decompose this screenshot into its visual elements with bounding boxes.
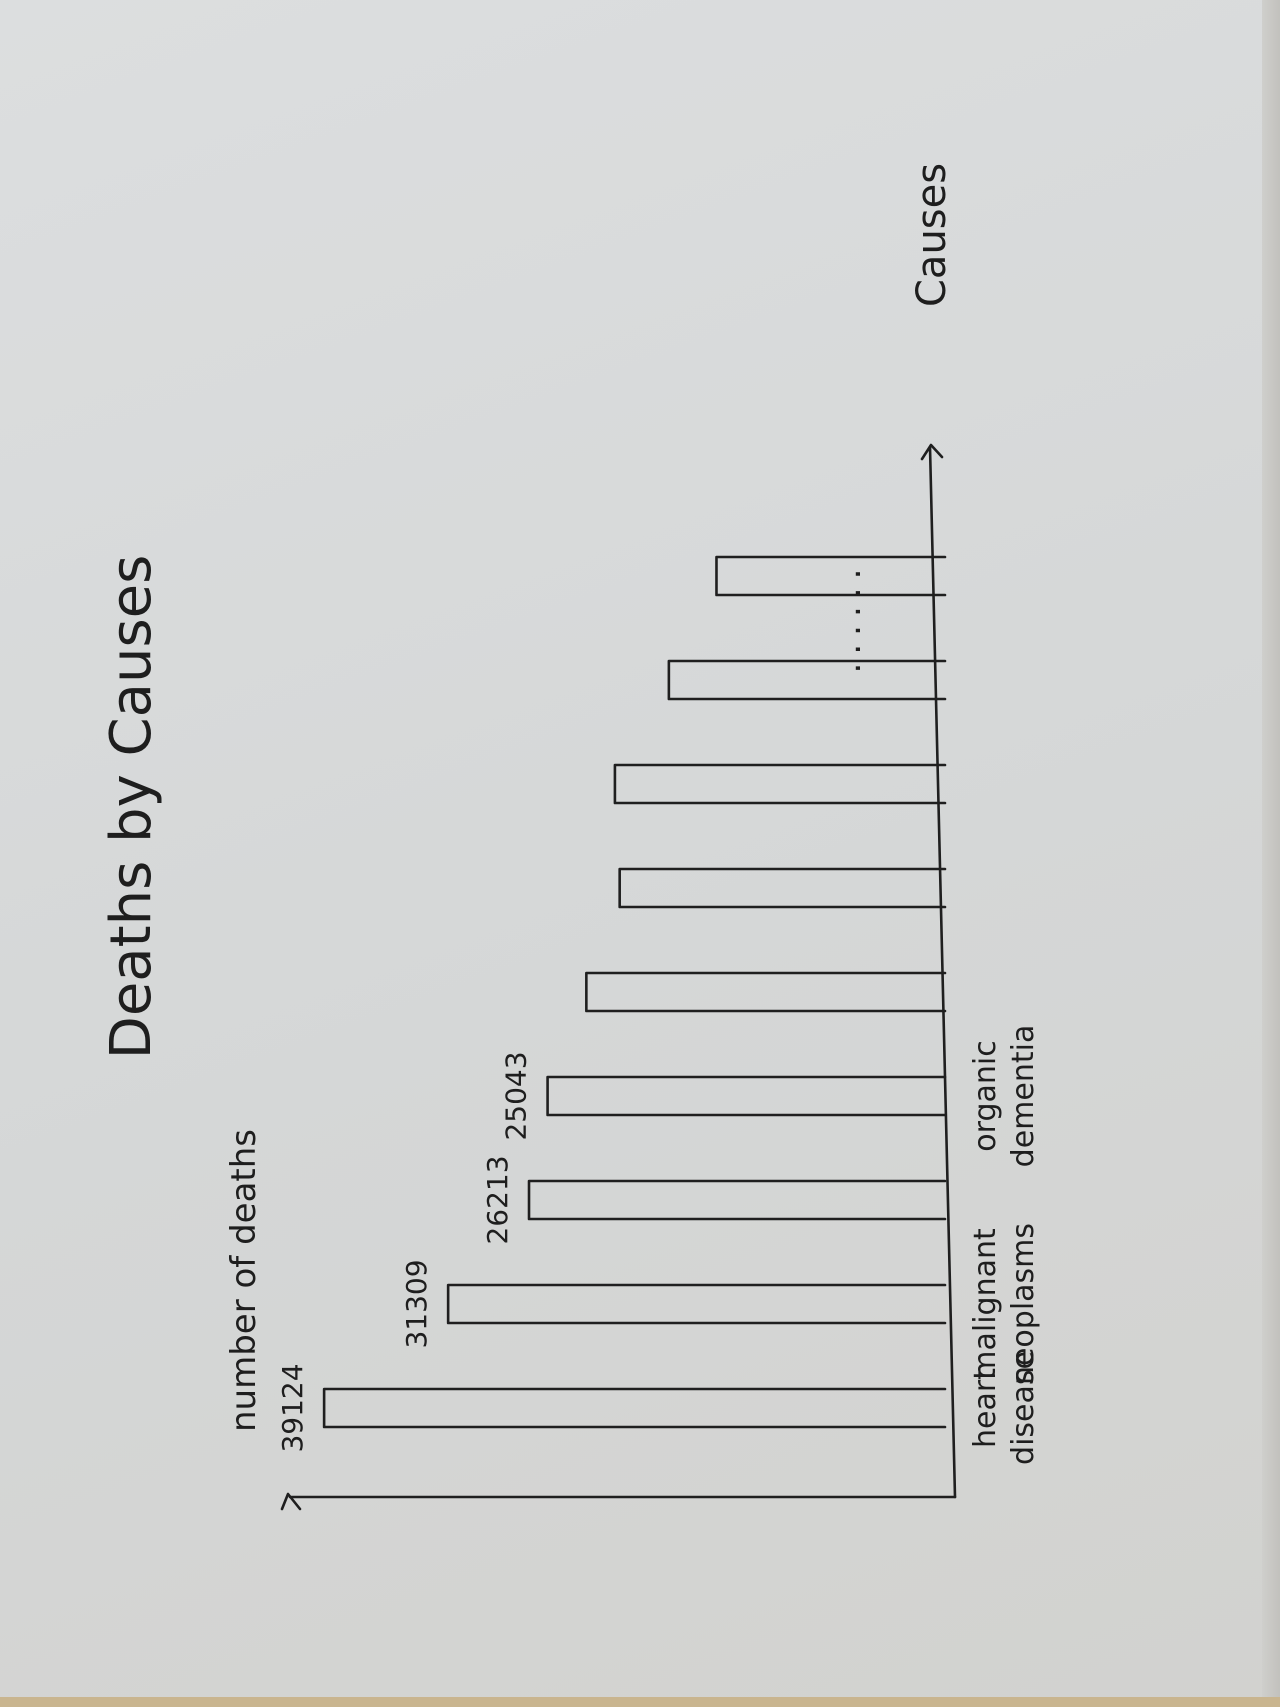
category-label: dementia [1006,1025,1041,1168]
table-edge-bottom [0,1697,1280,1707]
bar [546,1075,947,1117]
category-label: organic [968,1040,1003,1151]
continuation-dots: ...... [829,561,869,674]
category-label: malignant [968,1228,1003,1380]
bar [715,555,947,597]
category-label: neoplasms [1006,1223,1041,1385]
category-label: heart [968,1368,1003,1448]
bar [322,1387,947,1429]
bar [667,659,947,701]
y-axis-label: number of deaths [224,1129,264,1432]
chart-title: Deaths by Causes [99,555,164,1060]
bar-value-label: 26213 [481,1155,514,1244]
bar [613,763,947,805]
bar-value-label: 39124 [276,1363,309,1452]
category-label: disease [1006,1351,1041,1465]
x-axis-line [920,443,957,1499]
bar [618,867,947,909]
bar-value-label: 25043 [500,1051,533,1140]
x-axis-label: Causes [909,163,955,307]
bar [585,971,947,1013]
bar [527,1179,947,1221]
table-edge [1262,0,1280,1707]
y-axis-line [280,1492,957,1511]
bar-value-label: 31309 [400,1259,433,1348]
bar [446,1283,947,1325]
